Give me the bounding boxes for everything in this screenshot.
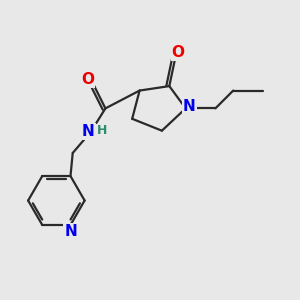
Text: H: H [97,124,107,137]
Text: O: O [81,72,94,87]
Text: N: N [65,224,77,239]
Text: O: O [172,45,185,60]
Text: N: N [183,99,196,114]
Text: N: N [82,124,94,139]
